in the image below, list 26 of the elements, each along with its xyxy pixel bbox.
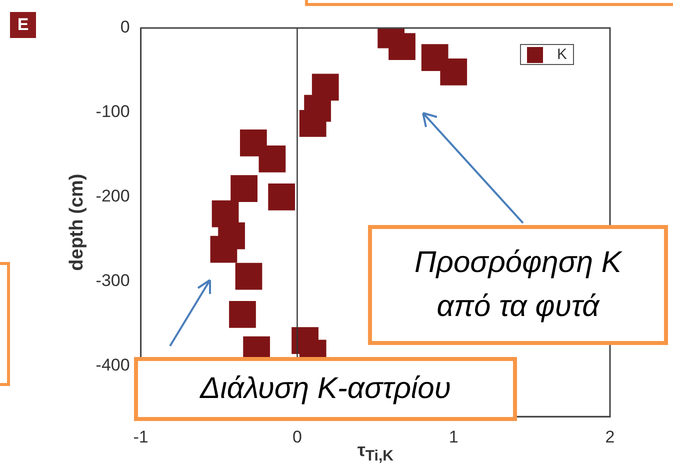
x-tick-label: 2 — [605, 427, 615, 446]
y-tick-label: -400 — [96, 356, 130, 375]
annotation: Προσρόφηση K από τα φυτά — [414, 245, 624, 325]
y-tick-label: -100 — [96, 102, 130, 122]
callout-frame: Προσρόφηση K από τα φυτά — [368, 225, 668, 345]
x-tick-label: 0 — [292, 427, 302, 446]
callout-frame: Διάλυση K-αστρίου — [134, 357, 517, 421]
point — [299, 110, 326, 137]
point — [268, 184, 296, 210]
point — [388, 33, 416, 60]
point — [210, 236, 238, 263]
annotation: Διάλυση K-αστρίου — [200, 371, 451, 407]
x-tick-label: 1 — [448, 427, 458, 446]
y-axis-title: depth (cm) — [66, 174, 88, 271]
point — [440, 58, 468, 86]
x-axis-title: τ$_{Ti,K}$ — [356, 440, 394, 465]
x-tick-label: -1 — [133, 427, 148, 446]
text: E — [10, 12, 36, 38]
y-tick-label: -200 — [96, 186, 130, 206]
point — [258, 146, 286, 172]
point — [235, 262, 262, 290]
point — [229, 300, 256, 328]
point — [230, 175, 258, 202]
legend-label: K — [557, 46, 568, 63]
y-tick-label: 0 — [120, 18, 130, 37]
y-tick-label: -300 — [96, 271, 130, 290]
